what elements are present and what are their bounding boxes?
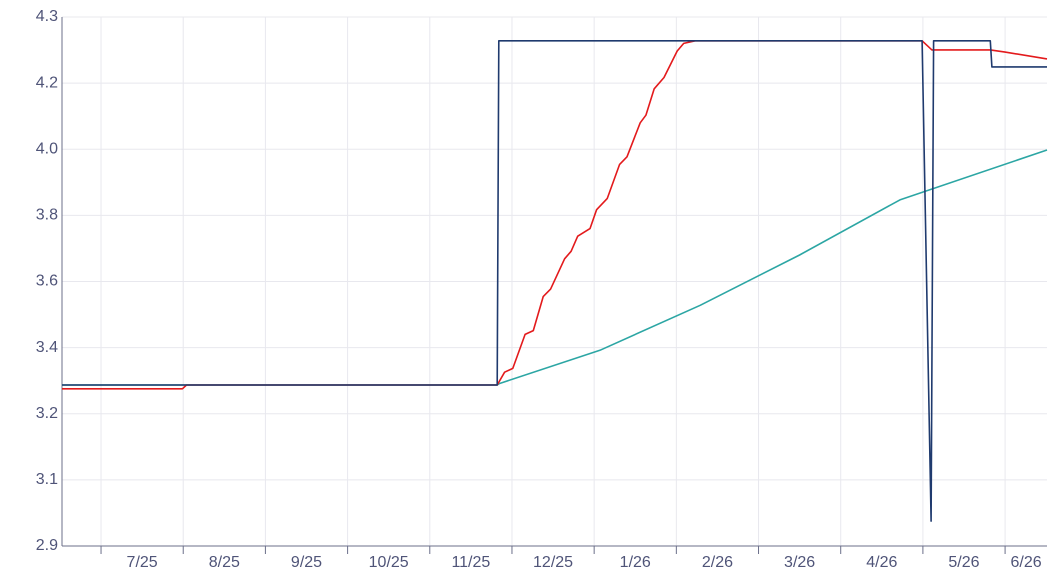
y-tick-label: 3.1	[36, 471, 58, 488]
x-tick-label: 10/25	[369, 554, 409, 571]
x-tick-label: 2/26	[702, 554, 733, 571]
y-tick-label: 3.6	[36, 273, 58, 290]
x-tick-label: 6/26	[1010, 554, 1041, 571]
y-tick-label: 2.9	[36, 537, 58, 554]
line-series	[62, 40, 1048, 390]
y-tick-label: 3.2	[36, 405, 58, 422]
line-series	[62, 40, 1047, 522]
x-tick-label: 12/25	[533, 554, 573, 571]
x-tick-label: 5/26	[948, 554, 979, 571]
x-tick-label: 11/25	[451, 554, 490, 571]
line-series	[62, 149, 1048, 386]
y-tick-label: 3.8	[36, 207, 58, 224]
y-tick-label: 4.0	[36, 140, 58, 157]
x-tick-label: 3/26	[784, 554, 815, 571]
y-tick-label: 4.2	[36, 74, 58, 91]
x-tick-label: 4/26	[866, 554, 897, 571]
x-tick-label: 9/25	[291, 554, 322, 571]
y-tick-label: 3.4	[36, 339, 58, 356]
x-tick-label: 1/26	[620, 554, 651, 571]
x-tick-label: 7/25	[127, 554, 158, 571]
y-tick-label: 4.3	[36, 8, 58, 25]
x-tick-label: 8/25	[209, 554, 240, 571]
